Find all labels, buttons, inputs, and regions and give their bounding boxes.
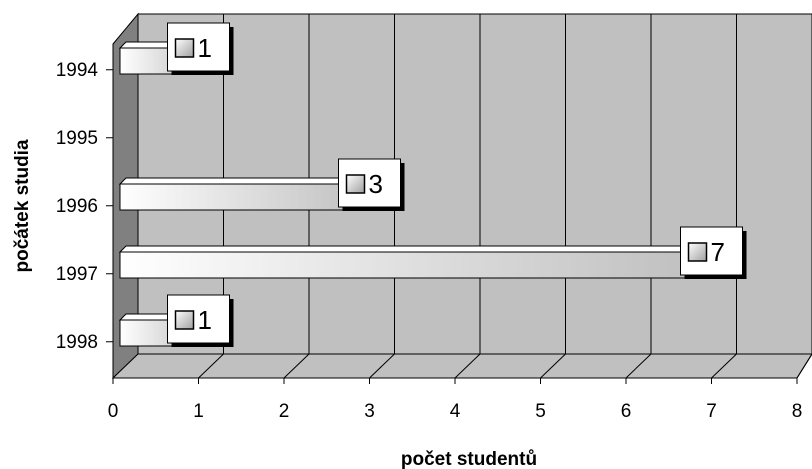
- y-axis-ticks: 1994 1995 1996 1997 1998: [56, 60, 113, 353]
- x-tick-label: 1: [193, 401, 204, 422]
- bar-top-face: [118, 245, 726, 253]
- floor-gridline-x: [625, 353, 652, 379]
- x-tick-label: 8: [792, 401, 803, 422]
- legend-key-icon: [174, 38, 195, 58]
- y-tick-label: 1998: [56, 332, 98, 353]
- x-axis-title: počet studentů: [401, 449, 537, 469]
- chart-floor: [111, 353, 812, 379]
- x-tick-label: 7: [706, 401, 717, 422]
- legend-key-icon: [687, 242, 708, 262]
- x-tick-label: 6: [621, 401, 632, 422]
- floor-gridline-x: [454, 353, 481, 379]
- floor-gridline-x: [283, 353, 310, 379]
- y-tick-label: 1994: [56, 60, 99, 81]
- bar-front-face: [119, 251, 719, 279]
- x-tick-label: 3: [364, 401, 375, 422]
- legend-key-icon: [174, 310, 195, 330]
- data-label: 1: [198, 33, 212, 63]
- bar: 1: [118, 22, 234, 76]
- y-tick-label: 1997: [56, 264, 98, 285]
- floor-gridline-x: [369, 353, 395, 379]
- data-label-box: [167, 294, 230, 344]
- y-axis-title: počátek studia: [12, 139, 33, 272]
- y-tick-label: 1995: [56, 128, 98, 149]
- x-tick-label: 0: [108, 401, 119, 422]
- legend-key-icon: [345, 174, 366, 194]
- data-label: 7: [711, 237, 725, 267]
- bar: 7: [118, 226, 747, 280]
- data-label: 1: [198, 305, 212, 335]
- floor-gridline-x: [540, 353, 566, 379]
- floor-gridline-x: [796, 353, 812, 379]
- x-tick-label: 5: [535, 401, 546, 422]
- bar: 3: [118, 158, 405, 212]
- bar: 1: [118, 294, 234, 348]
- x-tick-label: 4: [450, 401, 461, 422]
- y-tick-label: 1996: [56, 196, 98, 217]
- x-axis-ticks: 0 1 2 3 4 5 6 7 8: [108, 378, 803, 422]
- floor-gridline-x: [198, 353, 224, 379]
- x-tick-label: 2: [279, 401, 290, 422]
- data-label: 3: [369, 169, 383, 199]
- floor-gridline-x: [711, 353, 737, 379]
